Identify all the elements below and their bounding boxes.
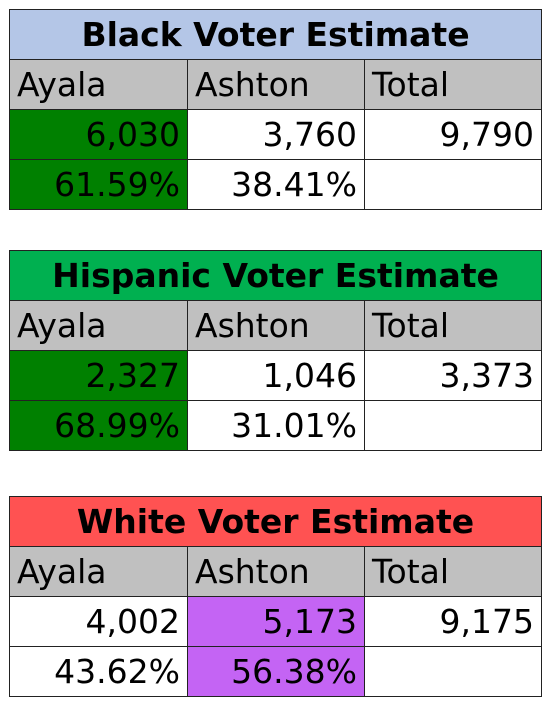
- ayala-percent: 43.62%: [9, 646, 188, 697]
- table-title: Black Voter Estimate: [8, 9, 543, 60]
- column-header-ashton: Ashton: [187, 59, 365, 110]
- total-percent: [363, 159, 543, 210]
- ashton-percent: 31.01%: [187, 400, 365, 451]
- column-header-total: Total: [364, 546, 542, 597]
- total-percent: [363, 400, 543, 451]
- ayala-percent: 61.59%: [9, 159, 188, 210]
- column-header-ayala: Ayala: [9, 59, 188, 110]
- total-count: 3,373: [363, 350, 543, 401]
- ashton-count: 5,173: [187, 596, 365, 647]
- ayala-count: 2,327: [9, 350, 188, 401]
- ayala-count: 4,002: [9, 596, 188, 647]
- table-title: Hispanic Voter Estimate: [8, 250, 543, 301]
- column-header-ayala: Ayala: [9, 300, 188, 351]
- column-header-ashton: Ashton: [187, 546, 365, 597]
- table-title: White Voter Estimate: [9, 496, 542, 547]
- column-header-ashton: Ashton: [187, 300, 365, 351]
- column-header-total: Total: [363, 300, 543, 351]
- total-percent: [364, 646, 542, 697]
- column-header-total: Total: [363, 59, 543, 110]
- hispanic-voter-table: Hispanic Voter Estimate Ayala Ashton Tot…: [8, 250, 543, 451]
- total-count: 9,790: [363, 109, 543, 160]
- ashton-percent: 38.41%: [187, 159, 365, 210]
- ayala-count: 6,030: [9, 109, 188, 160]
- ashton-percent: 56.38%: [187, 646, 365, 697]
- ashton-count: 3,760: [187, 109, 365, 160]
- total-count: 9,175: [364, 596, 542, 647]
- ashton-count: 1,046: [187, 350, 365, 401]
- column-header-ayala: Ayala: [9, 546, 188, 597]
- ayala-percent: 68.99%: [9, 400, 188, 451]
- black-voter-table: Black Voter Estimate Ayala Ashton Total …: [8, 9, 543, 210]
- white-voter-table: White Voter Estimate Ayala Ashton Total …: [9, 496, 542, 697]
